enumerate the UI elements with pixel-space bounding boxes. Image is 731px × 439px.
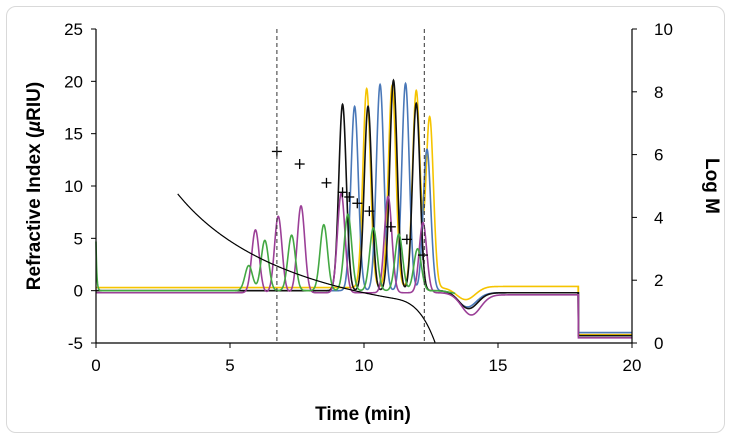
calibration-point	[321, 177, 332, 188]
y2-tick-label: 2	[654, 271, 663, 290]
y-tick-label: 0	[74, 282, 83, 301]
y-tick-label: 5	[74, 229, 83, 248]
axes-group: 0 5 10 15 20 -5 0 5 10 15 20 25 0 2 4 6 8 10	[64, 20, 673, 375]
x-tick-label: 5	[225, 356, 234, 375]
calibration-point	[385, 221, 396, 232]
x-tick-label: 15	[489, 356, 508, 375]
calibration-point	[344, 191, 355, 202]
x-axis-label: Time (min)	[315, 404, 411, 425]
series-group	[95, 78, 632, 339]
calibration-point	[401, 234, 412, 245]
y2-tick-label: 6	[654, 146, 663, 165]
series-1-trace	[96, 83, 632, 336]
x-tick-label: 0	[91, 356, 100, 375]
y-tick-label: -5	[68, 334, 83, 353]
y-tick-label: 15	[64, 125, 83, 144]
x-tick-label: 10	[355, 356, 374, 375]
calibration-point	[352, 198, 363, 209]
calibration-group	[177, 146, 436, 343]
series-5-trace	[95, 213, 456, 295]
series-4-trace	[96, 192, 632, 339]
x-tick-label: 20	[623, 356, 642, 375]
y-axis-label: Refractive Index (µRIU)	[24, 82, 45, 290]
y-axis-label-prefix: Refractive Index (	[24, 131, 45, 290]
calibration-point	[337, 187, 348, 198]
y-tick-label: 10	[64, 177, 83, 196]
y2-tick-label: 8	[654, 83, 663, 102]
chart-frame	[6, 6, 725, 433]
calibration-point	[294, 159, 305, 170]
calibration-point	[364, 206, 375, 217]
calibration-curve	[177, 193, 436, 343]
calibration-point	[417, 250, 428, 261]
y2-tick-label: 0	[654, 334, 663, 353]
y2-tick-label: 10	[654, 20, 673, 39]
y-tick-label: 25	[64, 20, 83, 39]
y2-axis-label: Log M	[701, 158, 722, 214]
y2-tick-label: 4	[654, 208, 663, 227]
y-tick-label: 20	[64, 72, 83, 91]
y-axis-label-mu: µ	[24, 121, 45, 133]
y-axis-label-unit: RIU)	[24, 82, 45, 121]
